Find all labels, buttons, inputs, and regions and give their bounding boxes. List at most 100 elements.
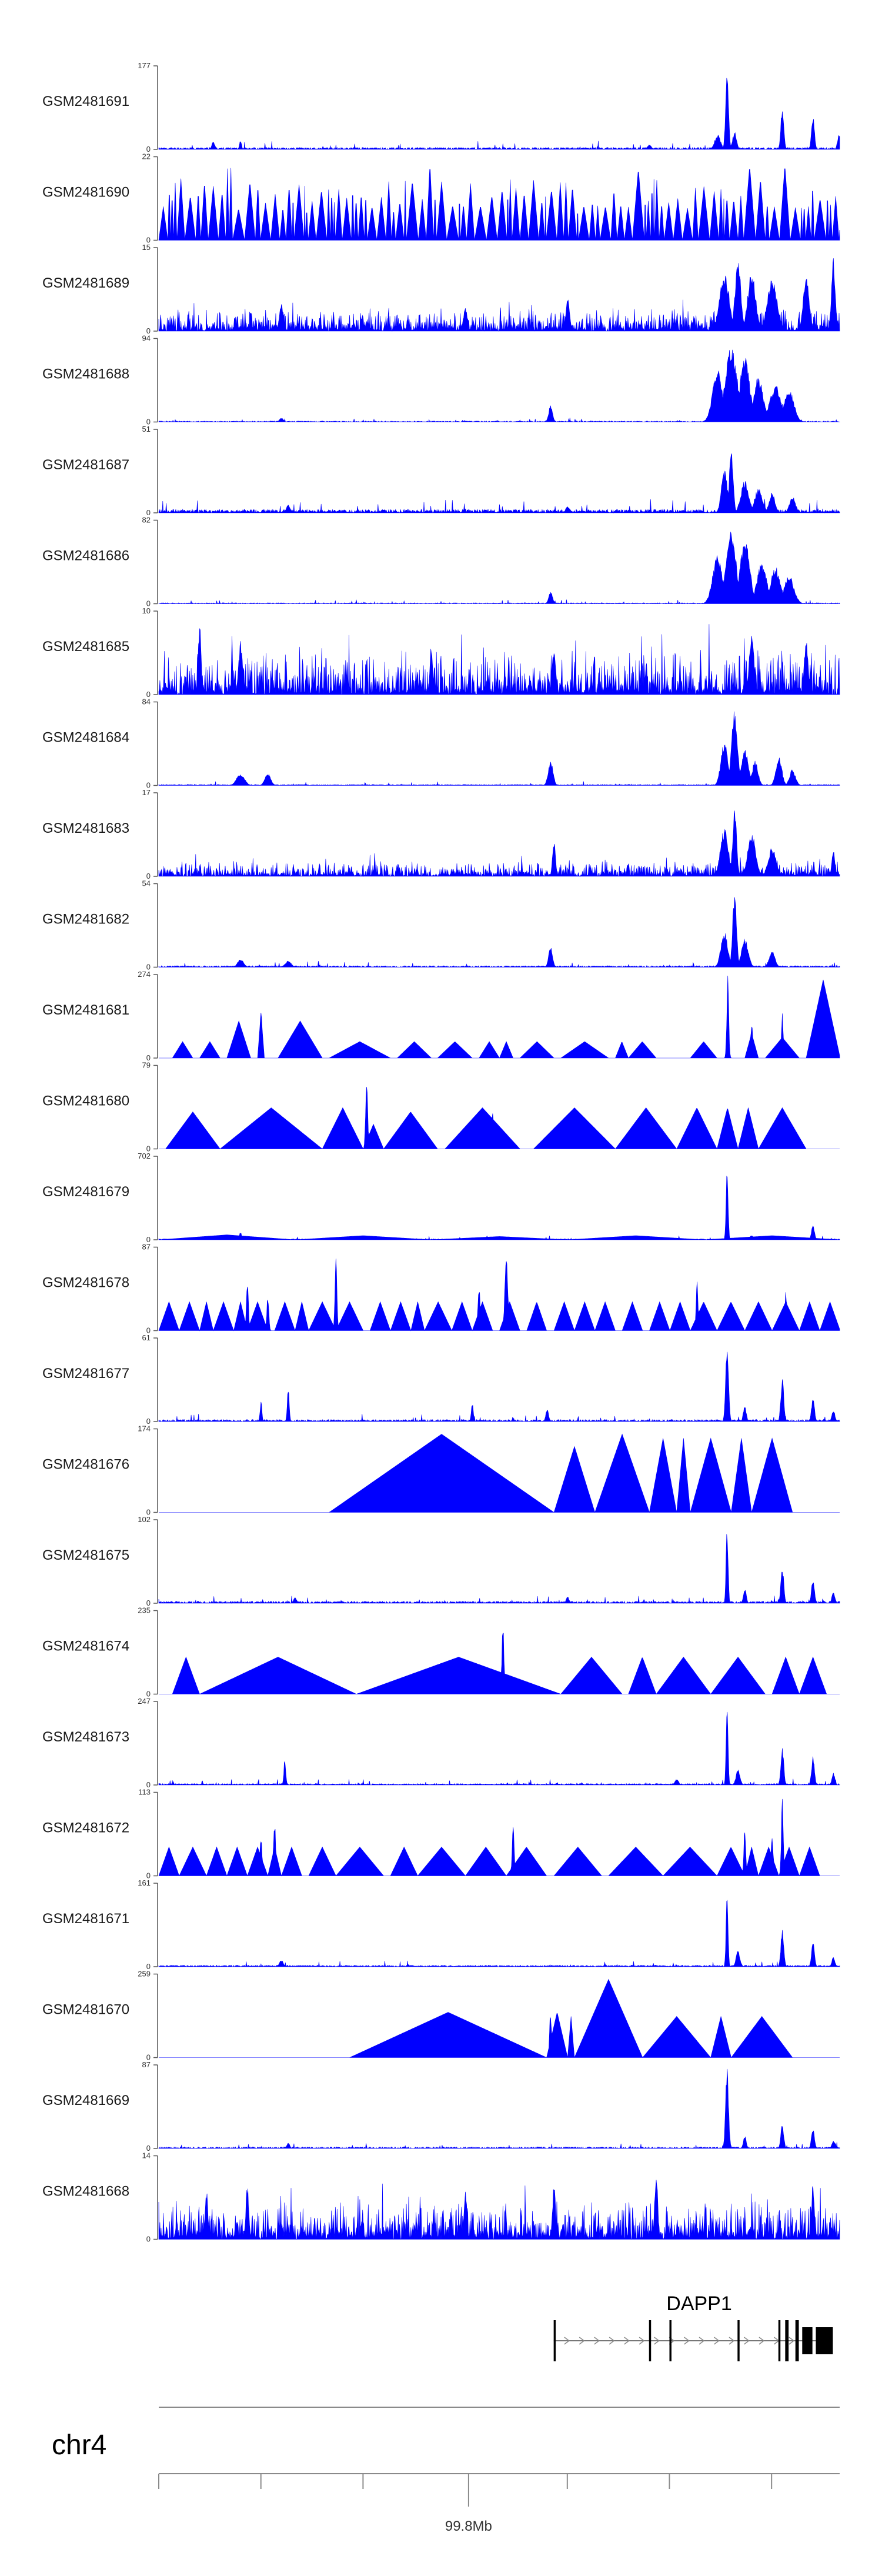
track-GSM2481673: GSM2481673 247 0 [42,1697,840,1789]
track-GSM2481671: GSM2481671 161 0 [42,1878,840,1971]
coverage-area [158,624,840,695]
track-GSM2481683: GSM2481683 17 0 [42,788,840,880]
y-min-label: 0 [146,1780,151,1789]
coverage-area [158,711,840,786]
track-GSM2481680: GSM2481680 79 0 [42,1061,840,1153]
coverage-area [158,1900,840,1967]
position-label: 99.8Mb [445,2518,492,2534]
coverage-area [159,1633,840,1695]
track-label: GSM2481675 [42,1547,129,1563]
y-max-label: 247 [138,1697,151,1706]
track-label: GSM2481673 [42,1729,129,1745]
y-max-label: 161 [138,1878,151,1887]
coverage-area [158,1798,840,1877]
coverage-area [158,168,840,241]
y-max-label: 259 [138,1970,151,1978]
coverage-area [158,78,840,151]
track-label: GSM2481669 [42,2093,129,2108]
y-min-label: 0 [146,690,151,699]
y-max-label: 174 [138,1424,151,1433]
coverage-area [158,2068,840,2149]
gene-exon [778,2320,781,2361]
y-max-label: 79 [142,1061,151,1070]
coverage-area [158,453,840,514]
y-min-label: 0 [146,1962,151,1971]
y-max-label: 235 [138,1606,151,1615]
track-label: GSM2481676 [42,1457,129,1473]
y-min-label: 0 [146,1417,151,1426]
track-label: GSM2481677 [42,1366,129,1382]
y-min-label: 0 [146,2053,151,2062]
gene-name: DAPP1 [666,2293,732,2315]
track-label: GSM2481672 [42,1820,129,1836]
coverage-area [158,349,840,423]
gene-exon [553,2320,556,2361]
y-min-label: 0 [146,1144,151,1153]
y-max-label: 113 [138,1788,151,1797]
strand-arrow [579,2337,585,2345]
y-max-label: 54 [142,879,151,888]
strand-arrow [639,2337,645,2345]
coverage-area [158,258,840,332]
track-label: GSM2481671 [42,1911,129,1927]
strand-arrow [564,2337,570,2345]
coverage-area [158,1534,840,1604]
y-min-label: 0 [146,1599,151,1607]
track-label: GSM2481674 [42,1639,129,1654]
track-GSM2481685: GSM2481685 10 0 [42,606,840,699]
y-max-label: 87 [142,2060,151,2069]
y-min-label: 0 [146,2144,151,2153]
track-label: GSM2481668 [42,2184,129,2200]
track-label: GSM2481678 [42,1275,129,1291]
y-min-label: 0 [146,599,151,608]
gene-exon [649,2320,652,2361]
track-GSM2481689: GSM2481689 15 0 [42,243,840,335]
y-max-label: 82 [142,516,151,525]
track-GSM2481674: GSM2481674 235 0 [42,1606,840,1699]
track-label: GSM2481680 [42,1093,129,1109]
coverage-area [158,532,840,605]
y-min-label: 0 [146,145,151,154]
gene-annotation-track: DAPP1 [553,2293,833,2361]
y-max-label: 177 [138,61,151,70]
y-max-label: 87 [142,1243,151,1252]
coverage-area [159,1433,840,1513]
strand-arrow [714,2337,720,2345]
chromosome-label: chr4 [52,2430,106,2461]
coverage-area [158,1352,840,1423]
y-min-label: 0 [146,2235,151,2244]
y-min-label: 0 [146,326,151,335]
track-GSM2481684: GSM2481684 84 0 [42,698,840,790]
y-min-label: 0 [146,1508,151,1517]
y-max-label: 15 [142,243,151,252]
track-label: GSM2481683 [42,820,129,836]
coverage-area [159,1087,840,1150]
track-GSM2481687: GSM2481687 51 0 [42,425,840,517]
gene-exon [737,2320,740,2361]
track-GSM2481669: GSM2481669 87 0 [42,2060,840,2153]
y-min-label: 0 [146,236,151,245]
y-max-label: 17 [142,788,151,797]
track-label: GSM2481681 [42,1002,129,1018]
coverage-area [158,1258,840,1332]
strand-arrow [759,2337,765,2345]
track-GSM2481676: GSM2481676 174 0 [42,1424,840,1517]
y-max-label: 10 [142,606,151,615]
strand-arrow [699,2337,705,2345]
track-GSM2481691: GSM2481691 177 0 [42,61,840,154]
y-min-label: 0 [146,1690,151,1699]
strand-arrow [789,2337,795,2345]
coverage-area [159,976,840,1059]
track-GSM2481682: GSM2481682 54 0 [42,879,840,972]
coverage-area [159,1978,840,2058]
track-label: GSM2481685 [42,639,129,655]
gene-exon [795,2320,799,2361]
coverage-area [158,897,840,968]
track-GSM2481675: GSM2481675 102 0 [42,1515,840,1607]
track-GSM2481690: GSM2481690 22 0 [42,152,840,245]
coverage-tracks: GSM24816911770GSM2481690220GSM2481689150… [42,61,840,2244]
genomic-axis: chr4 99.8Mb [52,2407,840,2534]
y-max-label: 274 [138,970,151,979]
track-label: GSM2481687 [42,457,129,473]
gene-exon [802,2327,813,2354]
